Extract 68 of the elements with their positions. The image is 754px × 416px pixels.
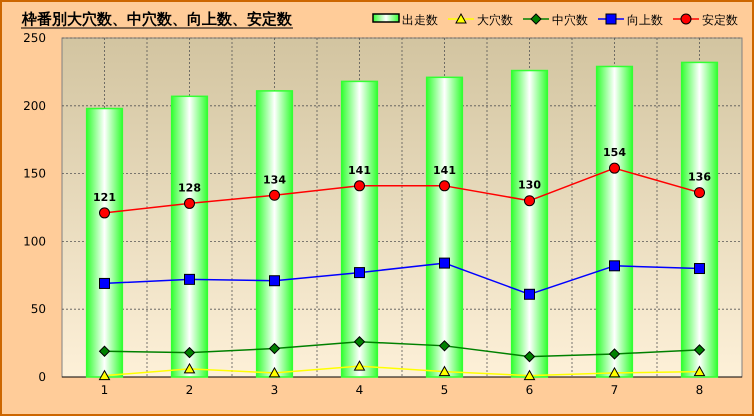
- point: [609, 260, 620, 272]
- x-tick-label: 7: [610, 383, 618, 397]
- x-tick-label: 1: [100, 383, 108, 397]
- legend-label: 出走数: [402, 13, 438, 27]
- point: [524, 288, 535, 300]
- point: [184, 274, 195, 285]
- point: [609, 162, 620, 174]
- y-tick-label: 150: [23, 166, 46, 181]
- point: [694, 366, 705, 376]
- point: [269, 343, 280, 354]
- bar: [510, 70, 548, 378]
- point: [694, 187, 705, 198]
- point: [439, 366, 450, 376]
- point: [694, 263, 705, 274]
- data-label: 130: [518, 178, 542, 192]
- bar: [426, 76, 464, 378]
- point: [269, 275, 280, 286]
- y-tick-label: 50: [30, 302, 46, 316]
- point: [99, 207, 110, 218]
- point: [609, 367, 620, 378]
- point: [184, 347, 195, 358]
- data-label: 121: [93, 190, 116, 204]
- point: [439, 180, 450, 192]
- point: [524, 370, 535, 380]
- legend-label: 向上数: [627, 13, 663, 27]
- bar: [256, 90, 294, 378]
- data-label: 134: [263, 173, 286, 186]
- point: [269, 367, 280, 378]
- y-tick-label: 200: [23, 98, 46, 113]
- point: [269, 190, 280, 201]
- bar: [340, 80, 378, 378]
- bar: [680, 62, 718, 378]
- x-tick-label: 6: [526, 383, 534, 397]
- point: [354, 360, 365, 371]
- point: [354, 180, 365, 192]
- data-label: 128: [178, 181, 201, 194]
- bar: [596, 66, 634, 378]
- y-tick-label: 0: [38, 370, 46, 384]
- data-label: 141: [433, 164, 456, 177]
- x-tick-label: 2: [186, 383, 194, 397]
- point: [524, 351, 535, 362]
- point: [439, 258, 450, 269]
- x-tick-label: 8: [696, 383, 704, 397]
- point: [354, 267, 365, 278]
- bar: [86, 108, 124, 378]
- legend-label: 大穴数: [477, 13, 513, 27]
- point: [694, 344, 705, 356]
- bar: [170, 96, 208, 378]
- legend-label: 中穴数: [552, 13, 588, 27]
- x-tick-label: 5: [440, 383, 448, 397]
- y-tick-label: 250: [23, 31, 46, 45]
- data-label: 141: [348, 164, 371, 177]
- point: [609, 348, 620, 360]
- x-tick-label: 3: [270, 383, 278, 397]
- point: [99, 346, 110, 357]
- point: [524, 195, 535, 206]
- legend-label: 安定数: [702, 13, 738, 27]
- point: [354, 336, 365, 348]
- point: [439, 340, 450, 352]
- x-tick-label: 4: [356, 383, 364, 397]
- y-tick-label: 100: [23, 234, 46, 248]
- point: [184, 363, 195, 374]
- point: [184, 198, 195, 209]
- point: [99, 370, 110, 380]
- chart-title: 枠番別大穴数、中穴数、向上数、安定数: [21, 10, 293, 28]
- data-label: 154: [603, 146, 626, 160]
- point: [99, 278, 110, 289]
- data-label: 136: [688, 170, 712, 184]
